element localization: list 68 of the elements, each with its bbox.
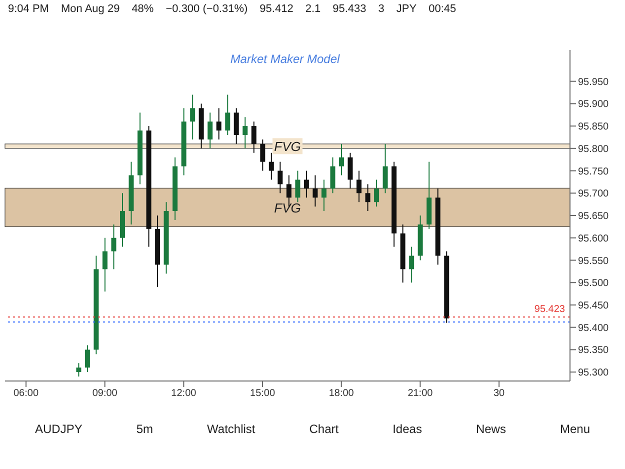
text: Ideas <box>392 422 422 436</box>
text: 9:04 PM <box>8 3 49 17</box>
y-tick-label: 95.500 <box>578 278 610 290</box>
text: 2.1 <box>305 3 321 17</box>
candlestick <box>260 138 266 172</box>
y-tick-label: 95.350 <box>578 345 610 356</box>
x-tick-label: 09:00 <box>92 388 118 400</box>
candlestick <box>234 108 239 144</box>
y-tick-label: 95.700 <box>578 188 610 200</box>
candlestick <box>268 152 274 180</box>
text: Menu <box>560 422 590 436</box>
y-tick-label: 95.900 <box>578 99 610 110</box>
candlestick <box>225 94 230 136</box>
x-tick-label: 06:00 <box>14 388 39 400</box>
candlestick <box>356 170 362 203</box>
y-tick-label: 95.600 <box>578 233 610 244</box>
candlestick <box>242 116 248 149</box>
candlestick <box>304 170 309 198</box>
text: JPY <box>396 3 417 17</box>
text: 95.412 <box>260 3 294 17</box>
y-tick-label: 95.550 <box>578 256 610 267</box>
candlestick <box>365 184 370 212</box>
candlestick <box>295 170 300 203</box>
text: News <box>476 422 506 436</box>
text: AUDJPY <box>35 422 82 436</box>
candlestick <box>102 237 108 292</box>
text: 3 <box>378 3 384 17</box>
text: −0.300 (−0.31%) <box>166 3 248 17</box>
candlestick <box>382 143 388 194</box>
band-label: FVG <box>274 200 301 216</box>
candlestick <box>409 246 414 284</box>
text: 95.433 <box>332 3 366 17</box>
y-tick-label: 95.400 <box>578 322 610 334</box>
candlestick <box>374 179 380 208</box>
y-tick-label: 95.300 <box>578 368 610 379</box>
x-tick-label: 12:00 <box>171 388 197 400</box>
candlestick <box>251 121 256 154</box>
chart-title: Market Maker Model <box>229 52 341 66</box>
y-tick-label: 95.800 <box>578 144 610 155</box>
y-tick-label: 95.750 <box>578 166 610 178</box>
y-tick-label: 95.650 <box>578 211 610 222</box>
candlestick <box>348 152 353 190</box>
candlestick <box>278 161 283 194</box>
candlestick <box>190 94 196 140</box>
candlestick <box>216 108 222 140</box>
text: 00:45 <box>428 3 456 17</box>
x-tick-label: 15:00 <box>250 388 276 400</box>
y-tick-label: 95.450 <box>578 300 610 312</box>
candlestick <box>321 179 326 212</box>
text: Mon Aug 29 <box>60 3 120 17</box>
candlestick <box>111 224 116 270</box>
candlestick <box>76 362 82 378</box>
band-label: FVG <box>274 139 301 154</box>
x-tick-label: 18:00 <box>328 388 354 400</box>
candlestick <box>84 344 90 373</box>
ref-line-label: 95.423 <box>534 304 566 316</box>
candlestick <box>208 112 213 149</box>
candlestick <box>330 156 336 194</box>
y-tick-label: 95.850 <box>578 122 610 133</box>
y-tick-label: 95.950 <box>578 76 610 88</box>
text: Watchlist <box>207 422 256 436</box>
text: 48% <box>132 3 154 17</box>
x-tick-label: 30 <box>493 388 506 400</box>
text: Chart <box>309 422 339 436</box>
text: 5m <box>136 422 154 436</box>
candlestick <box>312 174 318 208</box>
x-tick-label: 21:00 <box>408 388 434 400</box>
candlestick <box>338 143 344 176</box>
